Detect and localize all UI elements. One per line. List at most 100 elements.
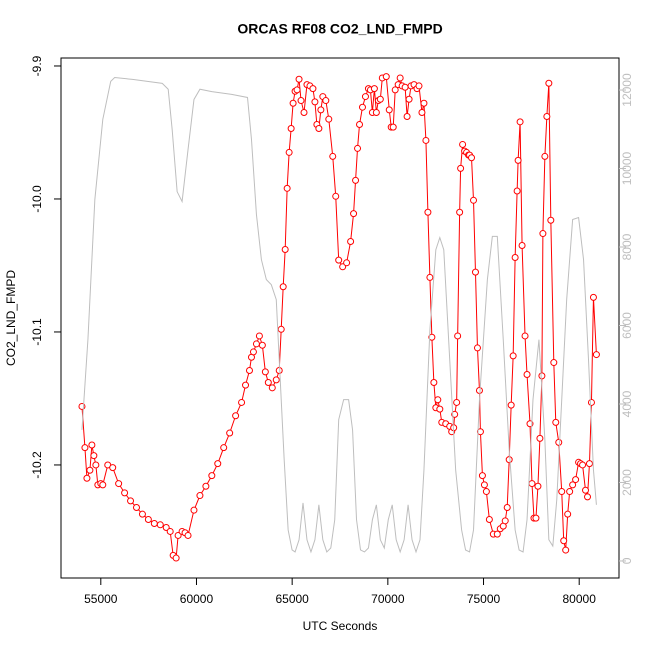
y2-tick-label: 6000 (620, 312, 634, 339)
data-point (281, 246, 289, 254)
data-point (358, 103, 366, 111)
data-point (279, 283, 287, 291)
x-tick-label: 75000 (467, 592, 501, 606)
data-point (514, 156, 522, 164)
data-point (264, 379, 272, 387)
data-point (389, 123, 397, 131)
data-point (132, 504, 140, 512)
data-point (493, 530, 501, 538)
data-point (287, 124, 295, 132)
data-point (335, 256, 343, 264)
data-point (550, 359, 558, 367)
data-point (541, 152, 549, 160)
data-point (420, 99, 428, 107)
data-point (86, 466, 94, 474)
data-point (536, 434, 544, 442)
data-point (289, 99, 297, 107)
series-line (81, 76, 597, 554)
data-point (391, 86, 399, 94)
data-point (503, 504, 511, 512)
chart-title: ORCAS RF08 CO2_LND_FMPD (237, 21, 442, 37)
data-point (354, 144, 362, 152)
series-line (81, 75, 597, 560)
data-point (214, 460, 222, 468)
data-point (459, 140, 467, 148)
x-tick-label: 55000 (84, 592, 118, 606)
data-point (325, 115, 333, 123)
data-point (482, 488, 490, 496)
data-point (361, 93, 369, 101)
data-point (478, 472, 486, 480)
data-point (428, 333, 436, 341)
x-tick-label: 65000 (275, 592, 309, 606)
data-point (245, 367, 253, 375)
data-point (505, 456, 513, 464)
data-point (202, 482, 210, 490)
data-point (507, 401, 515, 409)
data-point (144, 515, 152, 523)
data-point (592, 351, 600, 359)
data-point (385, 106, 393, 114)
data-point (579, 461, 587, 469)
data-point (513, 187, 521, 195)
data-point (422, 136, 430, 144)
data-point (516, 118, 524, 126)
data-point (322, 97, 330, 105)
data-point (560, 537, 568, 545)
data-point (242, 381, 250, 389)
data-point (208, 472, 216, 480)
data-point (501, 517, 509, 525)
y-tick-label: -10.0 (30, 185, 44, 213)
data-point (424, 208, 432, 216)
data-point (562, 546, 570, 554)
data-point (184, 531, 192, 539)
data-point (543, 113, 551, 121)
x-axis-label: UTC Seconds (303, 619, 378, 633)
data-point (572, 476, 580, 484)
data-point (511, 253, 519, 261)
data-point (156, 521, 164, 529)
data-point (476, 428, 484, 436)
data-point (249, 348, 257, 356)
data-point (190, 506, 198, 514)
data-point (471, 268, 479, 276)
data-point (115, 480, 123, 488)
data-point (370, 85, 378, 93)
y2-tick-label: 2000 (620, 469, 634, 496)
data-point (415, 82, 423, 90)
data-point (293, 86, 301, 94)
data-point (92, 461, 100, 469)
data-point (382, 73, 390, 81)
data-point (456, 208, 464, 216)
data-point (90, 452, 98, 460)
data-point (430, 379, 438, 387)
data-point (172, 554, 180, 562)
data-point (166, 527, 174, 535)
data-point (418, 109, 426, 117)
data-point (454, 332, 462, 340)
data-point (539, 230, 547, 238)
data-point (426, 273, 434, 281)
y-tick-label: -9.9 (30, 55, 44, 76)
data-point (268, 384, 276, 392)
data-point (485, 515, 493, 523)
data-point (350, 210, 358, 218)
data-point (457, 164, 465, 172)
y2-tick-label: 8000 (620, 233, 634, 260)
data-point (196, 492, 204, 500)
data-point (545, 79, 553, 87)
data-point (127, 497, 135, 505)
data-point (88, 441, 96, 449)
data-point (523, 371, 531, 379)
y2-tick-label: 12000 (620, 73, 634, 107)
data-point (300, 109, 308, 117)
data-point (555, 438, 563, 446)
data-point (403, 113, 411, 121)
data-point (81, 444, 89, 452)
data-point (329, 152, 337, 160)
data-point (121, 489, 129, 497)
data-point (255, 332, 263, 340)
data-point (589, 293, 597, 301)
data-point (376, 95, 384, 103)
data-point (552, 418, 560, 426)
